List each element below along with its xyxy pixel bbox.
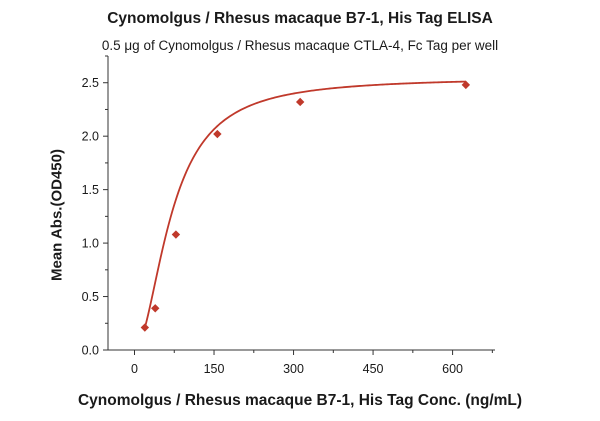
data-point [171, 230, 181, 239]
data-point [295, 97, 305, 107]
y-tick-label: 2.0 [82, 130, 99, 144]
data-point [140, 323, 150, 332]
fit-curve [143, 80, 466, 329]
x-tick-label: 600 [442, 362, 463, 376]
x-tick-label: 150 [204, 362, 225, 376]
x-tick-label: 450 [363, 362, 384, 376]
x-tick-label: 300 [283, 362, 304, 376]
data-point [461, 80, 471, 90]
data-point [151, 304, 160, 313]
chart-title: Cynomolgus / Rhesus macaque B7-1, His Ta… [107, 10, 493, 27]
y-tick-label: 1.5 [82, 183, 99, 197]
x-tick-label: 0 [131, 362, 138, 376]
data-point [213, 129, 222, 139]
y-tick-label: 0.0 [82, 344, 99, 358]
y-tick-label: 0.5 [82, 290, 99, 304]
y-tick-label: 1.0 [82, 237, 99, 251]
chart-subtitle: 0.5 μg of Cynomolgus / Rhesus macaque CT… [101, 38, 499, 53]
x-axis-label: Cynomolgus / Rhesus macaque B7-1, His Ta… [77, 392, 523, 409]
y-tick-label: 2.5 [82, 76, 99, 90]
